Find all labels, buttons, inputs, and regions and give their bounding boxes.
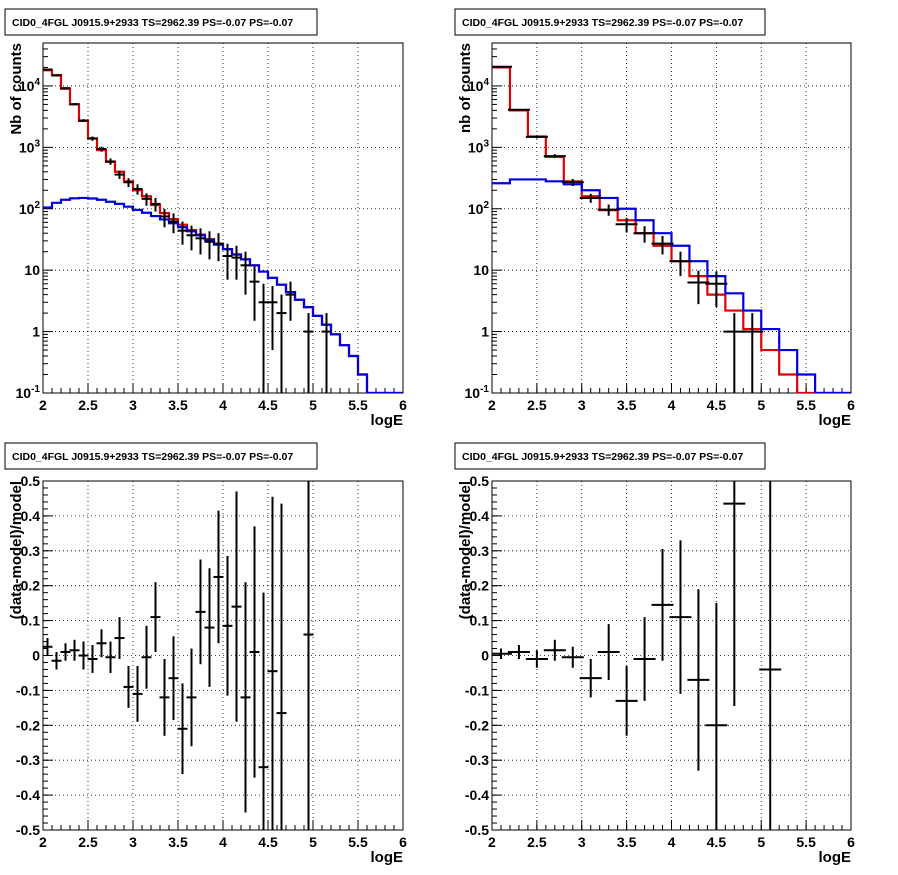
y-tick-label: 0 [481, 648, 489, 664]
y-tick-label: 0.3 [21, 543, 41, 559]
x-tick-label: 2 [39, 834, 47, 850]
x-tick-label: 6 [399, 397, 407, 413]
x-tick-label: 3 [578, 834, 586, 850]
y-tick-label: -0.5 [465, 822, 489, 838]
x-tick-label: 2.5 [527, 397, 547, 413]
y-tick-label: 0.3 [470, 543, 490, 559]
x-tick-label: 3 [578, 397, 586, 413]
x-tick-label: 2.5 [78, 397, 98, 413]
chart-panel-4: CID0_4FGL J0915.9+2933 TS=2962.39 PS=-0.… [454, 442, 855, 866]
x-tick-label: 4.5 [258, 834, 278, 850]
y-tick-label: 0.5 [470, 473, 490, 489]
y-tick-label: 0.1 [21, 613, 41, 629]
x-axis-label: logE [371, 412, 404, 429]
y-tick-label: 104 [19, 77, 41, 94]
x-tick-label: 5 [309, 834, 317, 850]
title-box [454, 442, 766, 470]
y-tick-label: -0.5 [16, 822, 40, 838]
x-tick-label: 6 [399, 834, 407, 850]
series-layer [492, 65, 851, 393]
y-tick-label: -0.4 [465, 787, 489, 803]
y-tick-label: 0.2 [470, 578, 490, 594]
x-tick-label: 4.5 [707, 834, 727, 850]
y-tick-label: 104 [468, 77, 490, 94]
chart-panel-3: CID0_4FGL J0915.9+2933 TS=2962.39 PS=-0.… [4, 442, 407, 866]
y-tick-label: -0.1 [16, 682, 40, 698]
y-axis-label: Nb of counts [8, 43, 25, 135]
y-tick-label: -0.1 [465, 682, 489, 698]
x-tick-label: 3.5 [168, 397, 188, 413]
series-layer [43, 481, 314, 830]
x-tick-label: 3.5 [617, 397, 637, 413]
y-tick-label: 10-1 [465, 384, 490, 401]
y-tick-label: -0.3 [465, 752, 489, 768]
x-tick-label: 2.5 [78, 834, 98, 850]
y-tick-label: 102 [19, 200, 41, 217]
x-tick-label: 2.5 [527, 834, 547, 850]
x-tick-label: 4 [668, 397, 676, 413]
x-tick-label: 5.5 [796, 834, 816, 850]
x-tick-label: 4 [668, 834, 676, 850]
y-tick-label: -0.3 [16, 752, 40, 768]
chart-title: CID0_4FGL J0915.9+2933 TS=2962.39 PS=-0.… [12, 17, 293, 29]
y-tick-label: 102 [468, 200, 490, 217]
x-tick-label: 3 [129, 834, 137, 850]
chart-panel-2: CID0_4FGL J0915.9+2933 TS=2962.39 PS=-0.… [454, 8, 855, 429]
x-tick-label: 5.5 [796, 397, 816, 413]
y-tick-label: -0.4 [16, 787, 40, 803]
plot-frame [42, 42, 404, 394]
y-tick-label: -0.2 [16, 717, 40, 733]
y-axis-label: nb of counts [457, 43, 474, 133]
y-axis-label: (data-model)/model [8, 481, 25, 619]
y-tick-label: 10 [24, 262, 40, 278]
y-tick-label: 103 [468, 138, 490, 155]
x-axis-label: logE [819, 849, 852, 866]
x-tick-label: 5.5 [348, 834, 368, 850]
series-layer [43, 68, 403, 393]
x-tick-label: 6 [847, 397, 855, 413]
y-axis-label: (data-model)/model [457, 481, 474, 619]
x-tick-label: 3.5 [617, 834, 637, 850]
y-tick-label: 0.2 [21, 578, 41, 594]
x-tick-label: 5 [757, 834, 765, 850]
y-tick-label: 0 [32, 648, 40, 664]
y-tick-label: 1 [481, 324, 489, 340]
x-axis-label: logE [371, 849, 404, 866]
x-tick-label: 4.5 [258, 397, 278, 413]
series-layer [492, 481, 782, 830]
title-box [454, 8, 766, 36]
y-tick-label: 1 [32, 324, 40, 340]
x-tick-label: 3.5 [168, 834, 188, 850]
chart-panel-1: CID0_4FGL J0915.9+2933 TS=2962.39 PS=-0.… [4, 8, 407, 429]
chart-title: CID0_4FGL J0915.9+2933 TS=2962.39 PS=-0.… [12, 451, 293, 463]
series-step-line-2 [43, 196, 403, 393]
x-tick-label: 3 [129, 397, 137, 413]
y-tick-label: 103 [19, 138, 41, 155]
x-tick-label: 4 [219, 834, 227, 850]
x-tick-label: 4.5 [707, 397, 727, 413]
x-tick-label: 5.5 [348, 397, 368, 413]
x-tick-label: 2 [39, 397, 47, 413]
y-tick-label: -0.2 [465, 717, 489, 733]
plot-frame [491, 42, 852, 394]
title-box [4, 8, 318, 36]
x-tick-label: 2 [488, 397, 496, 413]
x-tick-label: 4 [219, 397, 227, 413]
y-tick-label: 0.5 [21, 473, 41, 489]
x-tick-label: 6 [847, 834, 855, 850]
y-tick-label: 10 [473, 262, 489, 278]
y-tick-label: 0.1 [470, 613, 490, 629]
chart-title: CID0_4FGL J0915.9+2933 TS=2962.39 PS=-0.… [462, 451, 743, 463]
title-box [4, 442, 318, 470]
x-axis-label: logE [819, 412, 852, 429]
y-tick-label: 0.4 [21, 508, 41, 524]
x-tick-label: 2 [488, 834, 496, 850]
y-tick-label: 10-1 [16, 384, 41, 401]
chart-title: CID0_4FGL J0915.9+2933 TS=2962.39 PS=-0.… [462, 17, 743, 29]
x-tick-label: 5 [757, 397, 765, 413]
y-tick-label: 0.4 [470, 508, 490, 524]
x-tick-label: 5 [309, 397, 317, 413]
